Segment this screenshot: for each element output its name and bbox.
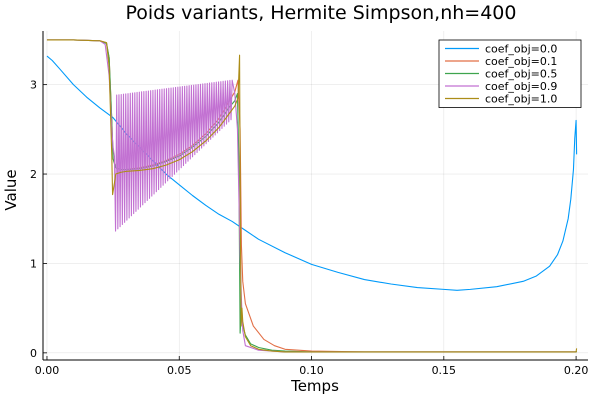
series-line-5: [46, 39, 578, 353]
y-tick-label: 0: [30, 347, 37, 360]
legend-label: coef_obj=0.1: [485, 55, 557, 68]
series-line-1: [46, 55, 578, 291]
y-tick-label: 2: [30, 168, 37, 181]
legend-label: coef_obj=0.9: [485, 80, 557, 93]
legend: coef_obj=0.0coef_obj=0.1coef_obj=0.5coef…: [438, 39, 582, 108]
y-tick-label: 1: [30, 257, 37, 270]
plot-frame: [42, 31, 588, 361]
y-tick-label: 3: [30, 79, 37, 92]
x-tick-label: 0.05: [167, 364, 192, 377]
legend-label: coef_obj=0.5: [485, 68, 557, 81]
chart-title: Poids variants, Hermite Simpson,nh=400: [126, 2, 517, 24]
legend-label: coef_obj=0.0: [485, 43, 557, 56]
x-axis-label: Temps: [290, 377, 339, 395]
series-line-4: [46, 39, 577, 353]
x-tick-label: 0.15: [432, 364, 457, 377]
x-tick-label: 0.20: [564, 364, 589, 377]
x-tick-label: 0.00: [35, 364, 60, 377]
series-layer: [46, 39, 578, 353]
legend-label: coef_obj=1.0: [485, 93, 557, 106]
ticks: 0.00 0.05 0.10 0.15 0.20 0 1 2 3: [30, 79, 588, 377]
x-tick-label: 0.10: [299, 364, 324, 377]
y-axis-label: Value: [2, 169, 20, 210]
